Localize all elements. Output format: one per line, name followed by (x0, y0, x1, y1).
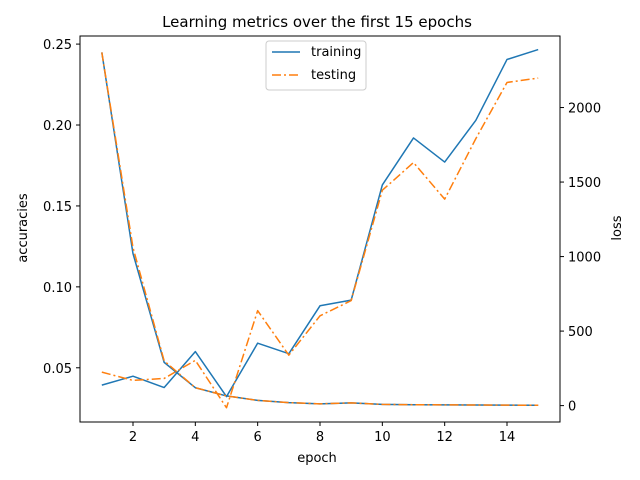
series-line-testing-right (101, 52, 539, 407)
x-axis-title: epoch (297, 451, 337, 466)
series-line-training-left (101, 48, 539, 398)
x-tick-label: 14 (499, 430, 516, 445)
y-left-tick-label: 0.25 (43, 38, 72, 53)
series-layer (101, 48, 539, 409)
x-tick-label: 6 (254, 430, 262, 445)
y-axis-right-title: loss (610, 215, 625, 240)
y-left-tick-label: 0.20 (43, 119, 72, 134)
y-right-tick-label: 500 (568, 325, 593, 340)
series-line-testing-left (101, 77, 539, 409)
y-right-tick-label: 0 (568, 400, 576, 415)
legend: training testing (265, 40, 367, 91)
y-right-tick-label: 1500 (568, 176, 601, 191)
y-left-tick-label: 0.15 (43, 200, 72, 215)
x-tick-label: 8 (316, 430, 324, 445)
chart-title: Learning metrics over the first 15 epoch… (162, 13, 472, 31)
axes-layer: 2 4 6 8 10 12 14 0.05 0.10 0.15 0.20 0.25 0 500 1000 15… (43, 35, 601, 445)
y-left-tick-label: 0.05 (43, 362, 72, 377)
x-tick-label: 10 (374, 430, 391, 445)
y-left-tick-label: 0.10 (43, 281, 72, 296)
y-right-tick-label: 1000 (568, 251, 601, 266)
legend-label-training: training (311, 45, 361, 60)
y-right-tick-label: 2000 (568, 102, 601, 117)
legend-box (265, 40, 367, 91)
legend-label-testing: testing (311, 68, 356, 83)
x-tick-label: 4 (191, 430, 199, 445)
y-axis-left-title: accuracies (16, 193, 31, 263)
x-tick-label: 12 (436, 430, 453, 445)
x-tick-label: 2 (129, 430, 137, 445)
